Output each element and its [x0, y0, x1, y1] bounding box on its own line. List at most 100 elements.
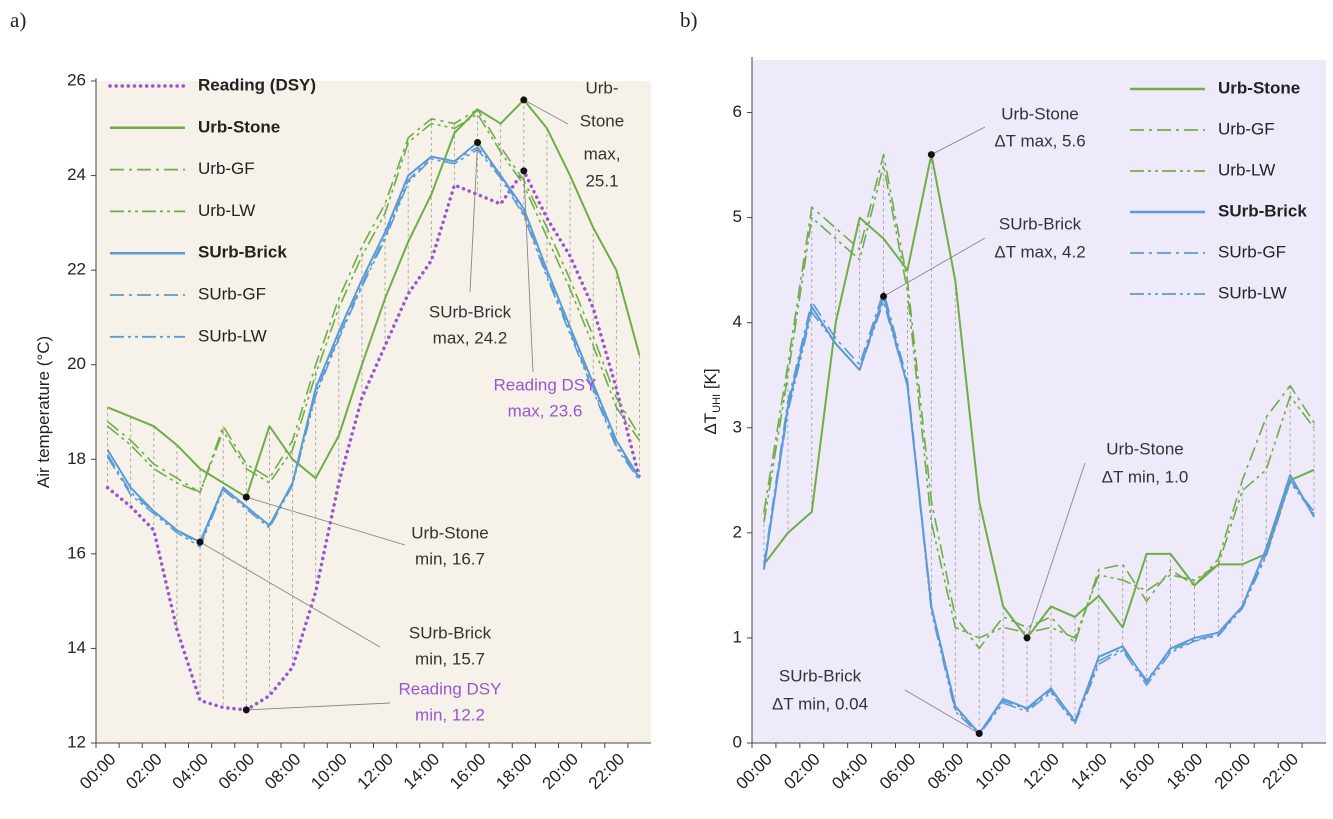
x-tick-label: 22:00	[585, 750, 629, 794]
annotation-marker	[927, 151, 935, 159]
annotation-leader	[246, 496, 406, 546]
legend-label: Reading (DSY)	[198, 75, 316, 94]
x-tick-label: 06:00	[215, 750, 259, 794]
annotation-marker	[1023, 634, 1031, 642]
annotation-text: SUrb-Brick	[429, 302, 512, 321]
annotation-leader	[1026, 462, 1086, 639]
y-tick-label: 18	[67, 449, 86, 468]
legend-label: SUrb-Brick	[198, 243, 287, 262]
x-tick-label: 04:00	[828, 750, 872, 794]
y-tick-label: 4	[733, 312, 742, 331]
legend-label: Urb-GF	[198, 159, 255, 178]
y-tick-label: 14	[67, 638, 86, 657]
annotation-marker	[520, 96, 528, 104]
annotation-leader	[469, 142, 479, 293]
annotation-text: min, 15.7	[415, 649, 485, 668]
annotation-marker	[520, 167, 528, 175]
x-tick-label: 20:00	[539, 750, 583, 794]
series-line	[107, 113, 641, 494]
annotation-text: Stone	[580, 111, 624, 130]
annotation-text: SUrb-Brick	[779, 666, 862, 685]
annotation-text: 25.1	[585, 171, 618, 190]
annotation-text: ΔT max, 5.6	[994, 131, 1085, 150]
legend-label: SUrb-LW	[1218, 283, 1287, 302]
x-tick-label: 20:00	[1211, 750, 1255, 794]
series-line	[763, 300, 1315, 736]
y-tick-label: 6	[733, 102, 742, 121]
panel-label: a)	[10, 8, 26, 32]
annotation-text: SUrb-Brick	[999, 214, 1082, 233]
x-tick-label: 18:00	[1163, 750, 1207, 794]
legend-label: SUrb-Brick	[1218, 201, 1307, 220]
annotation-text: max, 24.2	[433, 328, 508, 347]
annotation-leader	[199, 541, 381, 648]
y-axis-title: ΔTUHI [K]	[701, 368, 722, 434]
y-tick-label: 5	[733, 207, 742, 226]
annotation-text: min, 16.7	[415, 549, 485, 568]
x-tick-label: 10:00	[307, 750, 351, 794]
annotation-text: Urb-	[585, 78, 618, 97]
annotation-marker	[242, 493, 250, 501]
annotation-text: ΔT min, 0.04	[772, 694, 868, 713]
annotation-leader	[523, 170, 534, 373]
annotation-text: Reading DSY	[493, 375, 596, 394]
x-tick-label: 22:00	[1259, 750, 1303, 794]
legend-label: SUrb-GF	[1218, 242, 1286, 261]
y-axis-title-subscript: UHI	[711, 394, 723, 413]
y-axis-title-text: Air temperature (°C)	[34, 336, 53, 488]
legend-label: Urb-LW	[1218, 160, 1275, 179]
series-line	[106, 146, 641, 546]
x-tick-label: 12:00	[354, 750, 398, 794]
annotation-text: Urb-Stone	[1001, 104, 1078, 123]
y-tick-label: 1	[733, 627, 742, 646]
y-tick-label: 3	[733, 417, 742, 436]
y-axis-title-text: ΔT	[701, 413, 720, 435]
x-tick-label: 06:00	[876, 750, 920, 794]
x-tick-label: 04:00	[169, 750, 213, 794]
annotation-text: Urb-Stone	[1106, 439, 1183, 458]
x-tick-label: 14:00	[400, 750, 444, 794]
x-tick-label: 16:00	[1115, 750, 1159, 794]
y-tick-label: 24	[67, 165, 86, 184]
plot-background	[96, 81, 651, 743]
y-tick-label: 2	[733, 522, 742, 541]
x-tick-label: 10:00	[972, 750, 1016, 794]
x-tick-label: 18:00	[492, 750, 536, 794]
series-line	[763, 164, 1315, 639]
x-tick-label: 00:00	[76, 750, 120, 794]
series-line	[107, 108, 641, 494]
x-tick-label: 14:00	[1067, 750, 1111, 794]
annotation-text: SUrb-Brick	[409, 623, 492, 642]
annotation-marker	[196, 538, 204, 546]
series-line	[106, 141, 641, 544]
x-tick-label: 16:00	[446, 750, 490, 794]
annotation-text: ΔT min, 1.0	[1102, 467, 1189, 486]
annotation-text: ΔT max, 4.2	[994, 242, 1085, 261]
legend-label: SUrb-LW	[198, 326, 267, 345]
annotation-leader	[883, 237, 986, 297]
legend-label: Urb-Stone	[1218, 78, 1300, 97]
legend-label: Urb-Stone	[198, 117, 280, 136]
annotation-text: Reading DSY	[398, 679, 501, 698]
annotation-text: max, 23.6	[508, 401, 583, 420]
y-tick-label: 0	[733, 732, 742, 751]
legend-label: Urb-LW	[198, 201, 255, 220]
y-tick-label: 16	[67, 543, 86, 562]
x-tick-label: 12:00	[1019, 750, 1063, 794]
y-tick-label: 20	[67, 354, 86, 373]
plot-background	[752, 60, 1326, 743]
series-line	[763, 153, 1315, 650]
y-axis-title: Air temperature (°C)	[34, 336, 53, 488]
annotation-marker	[474, 138, 482, 146]
annotation-leader	[904, 689, 980, 734]
legend-label: Urb-GF	[1218, 119, 1275, 138]
legend-label: SUrb-GF	[198, 284, 266, 303]
series-line	[105, 169, 642, 712]
x-tick-label: 02:00	[780, 750, 824, 794]
annotation-leader	[246, 702, 391, 711]
series-line	[107, 98, 641, 499]
panel-label: b)	[680, 8, 698, 32]
annotation-marker	[880, 292, 888, 300]
annotation-leader	[931, 126, 986, 155]
